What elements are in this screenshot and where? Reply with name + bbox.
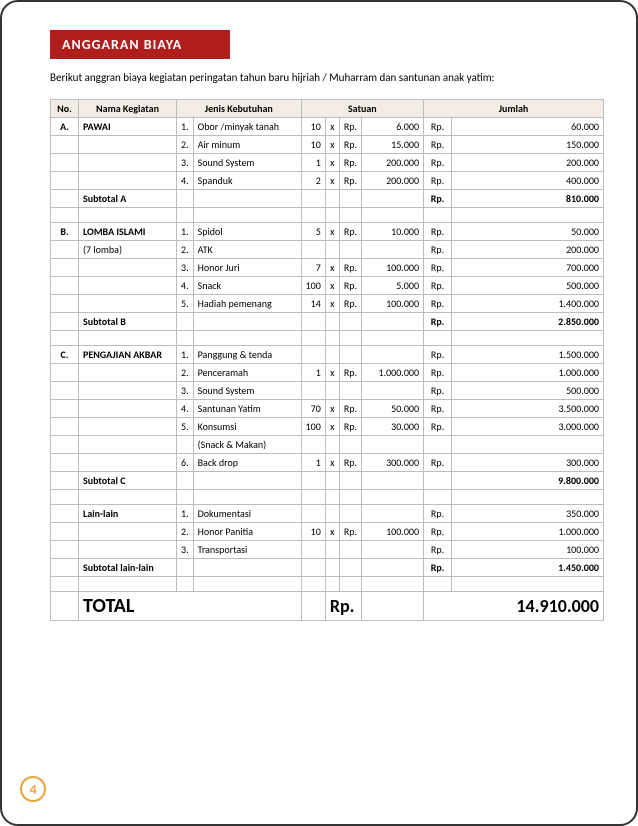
cell-kegiatan: [79, 295, 177, 313]
item-row: (7 lomba)2.ATKRp.200.000: [51, 241, 604, 259]
spacer-row: [51, 331, 604, 346]
cell-kegiatan: [79, 541, 177, 559]
cell-no: [51, 418, 79, 436]
item-row: (Snack & Makan): [51, 436, 604, 454]
cell-no: [51, 259, 79, 277]
th-kegiatan: Nama Kegiatan: [79, 100, 177, 118]
item-row: 2.Penceramah1xRp.1.000.000Rp.1.000.000: [51, 364, 604, 382]
total-rp: Rp.: [325, 592, 361, 621]
subtotal-row: Subtotal BRp.2.850.000: [51, 313, 604, 331]
cell-no: [51, 241, 79, 259]
item-row: 4.Santunan Yatim70xRp.50.000Rp.3.500.000: [51, 400, 604, 418]
cell-no: A.: [51, 118, 79, 136]
item-row: 3.Sound SystemRp.500.000: [51, 382, 604, 400]
cell-kegiatan: PAWAI: [79, 118, 177, 136]
title-banner: ANGGARAN BIAYA: [50, 30, 230, 59]
item-row: 5.Hadiah pemenang14xRp.100.000Rp.1.400.0…: [51, 295, 604, 313]
spacer-row: [51, 490, 604, 505]
subtotal-row: Subtotal lain-lainRp.1.450.000: [51, 559, 604, 577]
item-row: B.LOMBA ISLAMI1.Spidol5xRp.10.000Rp.50.0…: [51, 223, 604, 241]
th-jumlah: Jumlah: [424, 100, 604, 118]
item-row: 2.Air minum10xRp.15.000Rp.150.000: [51, 136, 604, 154]
intro-text: Berikut anggran biaya kegiatan peringata…: [50, 71, 604, 85]
spacer-row: [51, 208, 604, 223]
th-kebutuhan: Jenis Kebutuhan: [177, 100, 302, 118]
header-row: No. Nama Kegiatan Jenis Kebutuhan Satuan…: [51, 100, 604, 118]
budget-table: No. Nama Kegiatan Jenis Kebutuhan Satuan…: [50, 99, 604, 621]
cell-kegiatan: (7 lomba): [79, 241, 177, 259]
cell-no: [51, 541, 79, 559]
item-row: A.PAWAI1.Obor /minyak tanah10xRp.6.000Rp…: [51, 118, 604, 136]
cell-kegiatan: LOMBA ISLAMI: [79, 223, 177, 241]
cell-kegiatan: PENGAJIAN AKBAR: [79, 346, 177, 364]
cell-no: [51, 136, 79, 154]
cell-no: [51, 523, 79, 541]
cell-no: [51, 172, 79, 190]
cell-kegiatan: [79, 382, 177, 400]
cell-kegiatan: [79, 259, 177, 277]
cell-kegiatan: [79, 154, 177, 172]
cell-kegiatan: [79, 523, 177, 541]
cell-kegiatan: [79, 364, 177, 382]
cell-kegiatan: Lain-lain: [79, 505, 177, 523]
total-row: TOTAL Rp. 14.910.000: [51, 592, 604, 621]
item-row: 4.Snack100xRp.5.000Rp.500.000: [51, 277, 604, 295]
th-no: No.: [51, 100, 79, 118]
cell-no: [51, 454, 79, 472]
cell-no: [51, 364, 79, 382]
cell-kegiatan: [79, 436, 177, 454]
cell-no: [51, 400, 79, 418]
cell-kegiatan: [79, 418, 177, 436]
item-row: 6.Back drop1xRp.300.000Rp.300.000: [51, 454, 604, 472]
cell-kegiatan: [79, 136, 177, 154]
th-satuan: Satuan: [301, 100, 423, 118]
spacer-row: [51, 577, 604, 592]
subtotal-row: Subtotal ARp.810.000: [51, 190, 604, 208]
item-row: Lain-lain1.DokumentasiRp.350.000: [51, 505, 604, 523]
cell-no: [51, 295, 79, 313]
cell-no: C.: [51, 346, 79, 364]
cell-kegiatan: [79, 172, 177, 190]
item-row: 5.Konsumsi100xRp.30.000Rp.3.000.000: [51, 418, 604, 436]
item-row: 2.Honor Panitia10xRp.100.000Rp.1.000.000: [51, 523, 604, 541]
cell-kegiatan: [79, 454, 177, 472]
total-amount: 14.910.000: [424, 592, 604, 621]
subtotal-row: Subtotal C9.800.000: [51, 472, 604, 490]
page: ANGGARAN BIAYA Berikut anggran biaya keg…: [0, 0, 638, 826]
item-row: 3.TransportasiRp.100.000: [51, 541, 604, 559]
item-row: 4.Spanduk2xRp.200.000Rp.400.000: [51, 172, 604, 190]
cell-no: B.: [51, 223, 79, 241]
page-number: 4: [20, 776, 46, 802]
cell-kegiatan: [79, 277, 177, 295]
cell-no: [51, 436, 79, 454]
cell-no: [51, 505, 79, 523]
item-row: 3.Sound System1xRp.200.000Rp.200.000: [51, 154, 604, 172]
total-label: TOTAL: [79, 592, 302, 621]
item-row: C.PENGAJIAN AKBAR1.Panggung & tendaRp.1.…: [51, 346, 604, 364]
cell-kegiatan: [79, 400, 177, 418]
cell-no: [51, 382, 79, 400]
cell-no: [51, 154, 79, 172]
item-row: 3.Honor Juri7xRp.100.000Rp.700.000: [51, 259, 604, 277]
cell-no: [51, 277, 79, 295]
